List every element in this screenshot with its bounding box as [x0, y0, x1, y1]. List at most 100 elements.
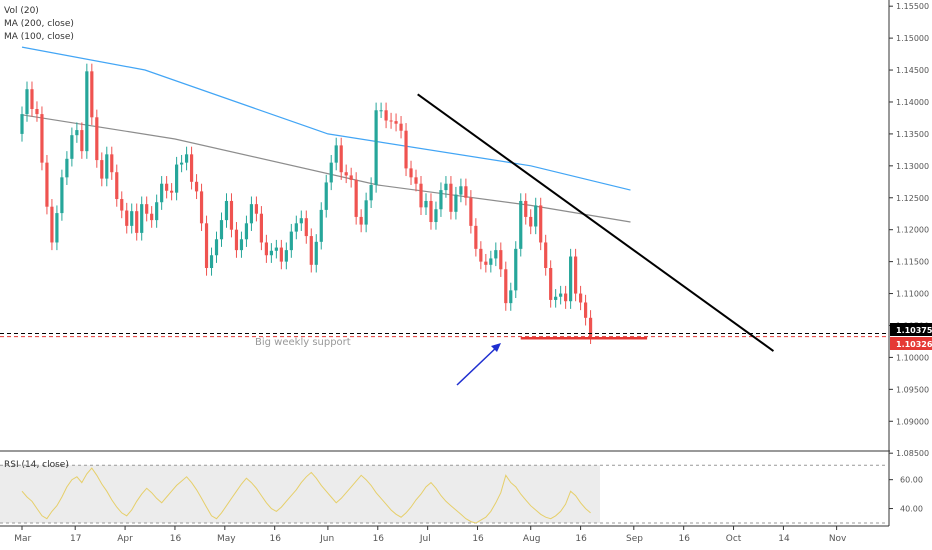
- candle-body: [110, 154, 114, 173]
- candle-body: [219, 220, 224, 240]
- candle-body: [184, 154, 189, 163]
- candle-body: [499, 250, 503, 270]
- candle-body: [464, 186, 468, 198]
- candle-body: [145, 204, 149, 214]
- candles: [20, 63, 593, 344]
- candle-body: [439, 190, 443, 210]
- candle-body: [160, 183, 164, 203]
- price-tick-label: 1.10000: [896, 353, 929, 362]
- candle-body: [125, 210, 129, 226]
- candle-body: [484, 261, 488, 265]
- candle-body: [204, 223, 209, 269]
- support-label: Big weekly support: [255, 337, 351, 348]
- candle-body: [249, 204, 254, 224]
- price-tick-label: 1.14000: [896, 98, 929, 107]
- price-tick-label: 1.13000: [896, 162, 929, 171]
- candle-body: [55, 213, 59, 243]
- candle-body: [264, 242, 268, 256]
- candle-body: [554, 296, 558, 300]
- legend-vol[interactable]: Vol (20): [4, 6, 39, 16]
- time-tick-label: 16: [678, 534, 690, 544]
- candle-body: [155, 202, 159, 221]
- rsi-line-group: [21, 467, 591, 524]
- candle-body: [170, 190, 174, 193]
- candle-body: [434, 209, 438, 223]
- current-price-tag-bg: [890, 323, 932, 336]
- time-tick-label: Jul: [419, 534, 431, 544]
- candle-body: [35, 109, 39, 115]
- candle-body: [449, 183, 453, 212]
- candle-body: [189, 154, 194, 182]
- candle-body: [284, 250, 288, 262]
- legend-ma200[interactable]: MA (200, close): [4, 19, 74, 29]
- time-tick-label: Mar: [14, 534, 31, 544]
- candle-body: [194, 181, 199, 192]
- candle-body: [90, 71, 94, 118]
- time-tick-label: 16: [472, 534, 484, 544]
- time-tick-label: 16: [170, 534, 182, 544]
- time-tick-label: 16: [270, 534, 282, 544]
- candle-body: [379, 110, 383, 112]
- legend-ma100[interactable]: MA (100, close): [4, 32, 74, 42]
- price-tick-label: 1.09500: [896, 385, 929, 394]
- candle-body: [339, 145, 343, 173]
- current-price-tag: 1.10375: [896, 326, 932, 335]
- candle-body: [274, 247, 278, 251]
- candle-body: [429, 200, 433, 223]
- candle-body: [369, 184, 373, 201]
- candle-body: [474, 225, 478, 249]
- candle-body: [309, 236, 313, 265]
- candle-body: [130, 211, 134, 226]
- axes: 1.15500 1.15000 1.14500 1.14000 1.13500 1.130…: [14, 2, 929, 544]
- trendline: [417, 93, 775, 352]
- candle-body: [459, 186, 463, 195]
- candle-body: [244, 223, 249, 240]
- moving-averages: [21, 46, 631, 223]
- candle-body: [344, 172, 348, 176]
- candle-body: [424, 200, 428, 208]
- rsi-tick-label: 40.00: [900, 505, 923, 514]
- time-tick-label: Oct: [726, 534, 742, 544]
- rsi-tick-label: 60.00: [900, 476, 923, 485]
- legend-rsi[interactable]: RSI (14, close): [4, 460, 69, 470]
- price-tick-label: 1.11500: [896, 258, 929, 267]
- candle-body: [534, 205, 538, 227]
- candle-body: [444, 183, 448, 191]
- price-tick-label: 1.12000: [896, 226, 929, 235]
- candle-body: [479, 248, 483, 262]
- candle-body: [209, 255, 214, 269]
- candle-body: [489, 258, 493, 265]
- price-tick-label: 1.11000: [896, 290, 929, 299]
- drawings[interactable]: [0, 93, 889, 386]
- ma100-line: [21, 114, 631, 223]
- time-tick-label: Jun: [319, 534, 334, 544]
- support-price-tag-bg: [890, 337, 932, 350]
- candle-body: [469, 197, 473, 226]
- candle-body: [539, 205, 543, 243]
- candle-body: [60, 177, 64, 214]
- candle-body: [299, 218, 303, 224]
- candle-body: [384, 110, 388, 121]
- candle-body: [349, 175, 353, 180]
- price-tick-label: 1.14500: [896, 66, 929, 75]
- candle-body: [20, 114, 24, 134]
- candle-body: [45, 162, 49, 207]
- price-tick-label: 1.15500: [896, 2, 929, 11]
- candle-body: [374, 110, 378, 185]
- candle-body: [199, 191, 204, 224]
- candle-body: [454, 194, 458, 212]
- candle-body: [494, 250, 498, 259]
- main-pane[interactable]: [0, 0, 888, 450]
- time-tick-label: Apr: [117, 534, 133, 544]
- candle-body: [289, 231, 293, 251]
- rsi-band: [0, 464, 889, 524]
- candle-body: [100, 160, 104, 179]
- candle-body: [239, 239, 244, 251]
- candle-body: [569, 256, 573, 302]
- candle-body: [304, 218, 308, 237]
- price-tick-label: 1.09000: [896, 417, 929, 426]
- candle-body: [65, 158, 69, 178]
- time-tick-label: Aug: [523, 534, 541, 544]
- candle-body: [544, 242, 548, 269]
